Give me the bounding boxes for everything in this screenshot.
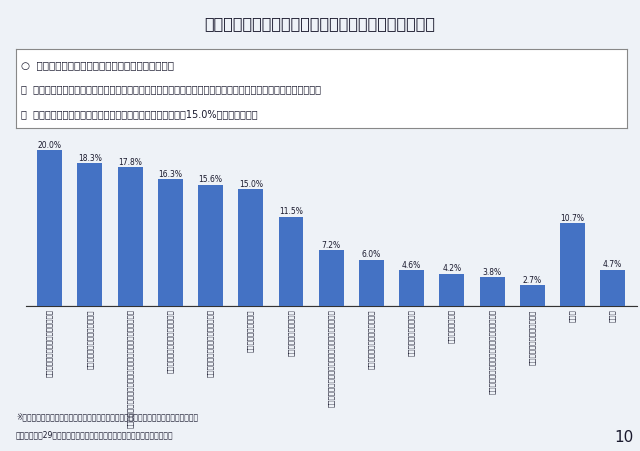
Text: 無回答: 無回答 — [609, 308, 616, 322]
Text: 他に良い仕事・職場があったため: 他に良い仕事・職場があったため — [167, 308, 173, 372]
Text: 7.2%: 7.2% — [322, 240, 340, 249]
Text: 10: 10 — [614, 429, 634, 445]
Bar — [479, 277, 504, 307]
Text: 人員整理・勧奨退職・法人解散・事業不振等のため: 人員整理・勧奨退職・法人解散・事業不振等のため — [328, 308, 335, 406]
Text: 新しい資格を取ったから: 新しい資格を取ったから — [288, 308, 294, 355]
Text: ※前職の職種について「介護関係職種」と回答した人を対象に前職の離職理由を調査。: ※前職の職種について「介護関係職種」と回答した人を対象に前職の離職理由を調査。 — [16, 412, 198, 420]
Text: 病気・高齢のため: 病気・高齢のため — [449, 308, 455, 343]
Text: 定年・雇用契約の満了のため: 定年・雇用契約の満了のため — [529, 308, 536, 364]
Text: ・  「収入が少なかったため」という理由をあげている割合が15.0%となっている。: ・ 「収入が少なかったため」という理由をあげている割合が15.0%となっている。 — [21, 109, 257, 120]
Text: 4.2%: 4.2% — [442, 264, 461, 273]
Text: 職場の人間関係に問題があったため: 職場の人間関係に問題があったため — [47, 308, 53, 377]
Text: ○  介護関係職種が退職を検討するきっかけとして、: ○ 介護関係職種が退職を検討するきっかけとして、 — [21, 60, 174, 70]
Text: 3.8%: 3.8% — [483, 267, 502, 276]
Text: ・  上位に、「職場の人間関係」や「法人・事業所の理念や運営のあり方」に対する不満が挙げられるとともに、: ・ 上位に、「職場の人間関係」や「法人・事業所の理念や運営のあり方」に対する不満… — [21, 84, 321, 94]
Bar — [520, 285, 545, 307]
Bar — [399, 271, 424, 307]
Text: 11.5%: 11.5% — [279, 207, 303, 216]
Text: その他: その他 — [569, 308, 576, 322]
Text: 収入が少なかったため: 収入が少なかったため — [248, 308, 254, 351]
Text: 結婚・出産・妊娠・育児のため: 結婚・出産・妊娠・育児のため — [86, 308, 93, 368]
Bar — [319, 251, 344, 307]
Text: 15.0%: 15.0% — [239, 179, 263, 189]
Text: 家族の介護・看護のため: 家族の介護・看護のため — [408, 308, 415, 355]
Bar — [560, 223, 585, 307]
Bar — [158, 179, 183, 307]
Text: 4.6%: 4.6% — [402, 261, 421, 270]
Text: 16.3%: 16.3% — [158, 170, 182, 179]
Text: 17.8%: 17.8% — [118, 158, 142, 167]
Bar — [440, 274, 464, 307]
Bar — [359, 260, 384, 307]
Bar — [198, 185, 223, 307]
Text: 家族の転職・転動、又は事業所の移転のため: 家族の転職・転動、又は事業所の移転のため — [489, 308, 495, 393]
Bar — [37, 151, 62, 307]
Bar — [238, 190, 263, 307]
Bar — [600, 270, 625, 307]
Text: 6.0%: 6.0% — [362, 250, 381, 259]
Text: 法人や施設・事業所の理念や運営のあり方に不満があったため: 法人や施設・事業所の理念や運営のあり方に不満があったため — [127, 308, 134, 428]
Bar — [278, 217, 303, 307]
Text: 18.3%: 18.3% — [78, 154, 102, 163]
Text: 4.7%: 4.7% — [603, 260, 622, 269]
Text: 2.7%: 2.7% — [523, 276, 542, 285]
Bar — [118, 168, 143, 307]
Text: 20.0%: 20.0% — [38, 141, 61, 150]
Text: 前職の仕事をやめた理由（介護関係職種：複数回答）: 前職の仕事をやめた理由（介護関係職種：複数回答） — [205, 16, 435, 31]
Text: 【出典】平成29年度介護労働実態調査（（公財）介護労働安定センター）: 【出典】平成29年度介護労働実態調査（（公財）介護労働安定センター） — [16, 430, 173, 439]
Text: 15.6%: 15.6% — [198, 175, 223, 184]
Text: 自分に向かない仕事だったため: 自分に向かない仕事だったため — [368, 308, 374, 368]
Text: 10.7%: 10.7% — [561, 213, 584, 222]
Bar — [77, 164, 102, 307]
Text: 自分の将来の見込みが立たなかった: 自分の将来の見込みが立たなかった — [207, 308, 214, 377]
